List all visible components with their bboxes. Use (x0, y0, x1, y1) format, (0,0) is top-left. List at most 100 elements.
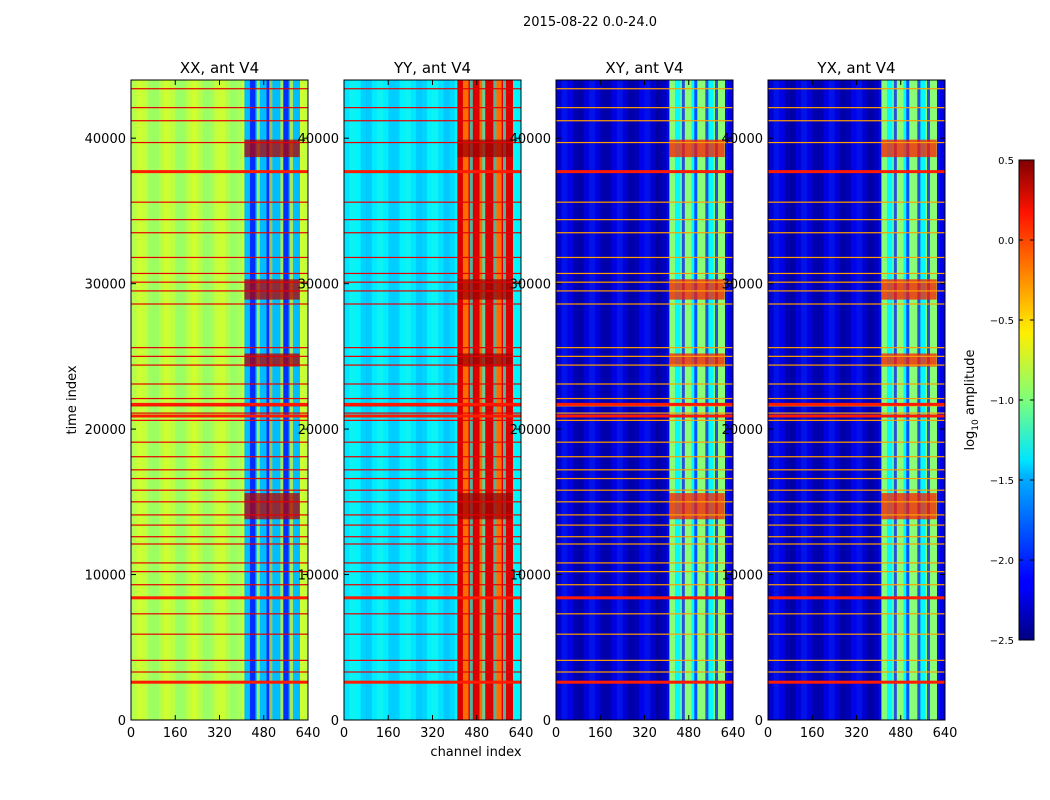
band-column (249, 80, 256, 720)
band-column (462, 80, 469, 720)
y-tick-label: 40000 (510, 132, 551, 147)
flagged-row (768, 536, 945, 538)
flagged-row (344, 571, 521, 573)
flagged-row (556, 489, 733, 491)
flagged-row (131, 412, 308, 414)
flagged-row (556, 232, 733, 234)
flagged-row (768, 514, 945, 516)
flagged-row (131, 364, 308, 366)
strong-row (344, 170, 521, 174)
strong-row (556, 596, 733, 600)
strong-row (556, 402, 733, 406)
flagged-row (131, 107, 308, 109)
flagged-row (768, 562, 945, 564)
flagged-row (131, 536, 308, 538)
flagged-row (344, 469, 521, 471)
y-tick-label: 40000 (298, 132, 339, 147)
band-gap (280, 80, 284, 720)
flagged-row (344, 256, 521, 259)
band-gap (715, 80, 719, 720)
y-tick-label: 30000 (85, 278, 126, 293)
burst-block (881, 139, 937, 158)
y-tick-label: 0 (118, 714, 126, 729)
burst-block (457, 279, 513, 300)
flagged-row (131, 562, 308, 564)
x-tick-label: 320 (844, 726, 869, 741)
y-tick-label: 0 (543, 714, 551, 729)
flagged-row (556, 347, 733, 349)
flagged-row (131, 633, 308, 635)
heatmap-column-stripe (449, 80, 456, 720)
flagged-row (131, 613, 308, 615)
y-tick-label: 10000 (510, 569, 551, 584)
flagged-row (556, 419, 733, 421)
strong-row (768, 596, 945, 600)
x-tick-label: 640 (721, 726, 746, 741)
heatmap-column-stripe (432, 80, 439, 720)
heatmap-column-stripe (867, 80, 874, 720)
panel-title: YX, ant V4 (816, 59, 895, 77)
flagged-row (344, 219, 521, 221)
heatmap-panels: XX, ant V4 0 160 320 480 640 0 10000 20000 30000 4… (85, 59, 958, 741)
flagged-row (131, 456, 308, 458)
flagged-row (768, 412, 945, 414)
y-tick-label: 30000 (722, 278, 763, 293)
flagged-row (556, 456, 733, 458)
band-column (685, 80, 692, 720)
colorbar-tick-label: 0.0 (998, 236, 1014, 247)
band-gap (705, 80, 709, 720)
band-column (719, 80, 726, 720)
flagged-row (768, 477, 945, 480)
heatmap-column-stripe (236, 80, 243, 720)
flagged-row (768, 120, 945, 122)
flagged-row (344, 120, 521, 122)
heatmap-column-stripe (366, 80, 373, 720)
heatmap-column-stripe (817, 80, 824, 720)
flagged-row (768, 659, 945, 661)
flagged-row (768, 355, 945, 357)
x-tick-label: 0 (127, 726, 135, 741)
flagged-row (131, 281, 308, 283)
flagged-row (131, 88, 308, 90)
flagged-row (556, 364, 733, 366)
heatmap-column-stripe (616, 80, 623, 720)
flagged-row (344, 536, 521, 538)
band-gap (469, 80, 473, 720)
flagged-row (344, 412, 521, 414)
flagged-row (768, 613, 945, 615)
flagged-row (768, 397, 945, 400)
burst-block (244, 279, 300, 300)
flagged-row (344, 501, 521, 503)
flagged-row (556, 272, 733, 275)
heatmap-column-stripe (382, 80, 389, 720)
heatmap-column-stripe (355, 80, 362, 720)
band-column (909, 80, 915, 720)
x-tick-label: 160 (800, 726, 825, 741)
band-column (294, 80, 301, 720)
band-column (920, 80, 926, 720)
flagged-row (556, 659, 733, 661)
flagged-row (131, 383, 308, 385)
flagged-row (768, 571, 945, 573)
heatmap-column-stripe (191, 80, 198, 720)
flagged-row (556, 477, 733, 480)
heatmap-column-stripe (806, 80, 813, 720)
y-tick-label: 0 (331, 714, 339, 729)
burst-block (669, 279, 725, 300)
flagged-row (131, 659, 308, 661)
y-tick-label: 40000 (722, 132, 763, 147)
heatmap-column-stripe (344, 80, 351, 720)
flagged-row (556, 256, 733, 259)
heatmap-column-stripe (823, 80, 830, 720)
heatmap-column-stripe (795, 80, 802, 720)
x-tick-label: 480 (888, 726, 913, 741)
flagged-row (344, 355, 521, 357)
heatmap-column-stripe (578, 80, 585, 720)
band-gap (694, 80, 698, 720)
flagged-row (131, 524, 308, 526)
flagged-row (344, 489, 521, 491)
heatmap-column-stripe (164, 80, 171, 720)
heatmap-column-stripe (801, 80, 808, 720)
heatmap-column-stripe (828, 80, 835, 720)
